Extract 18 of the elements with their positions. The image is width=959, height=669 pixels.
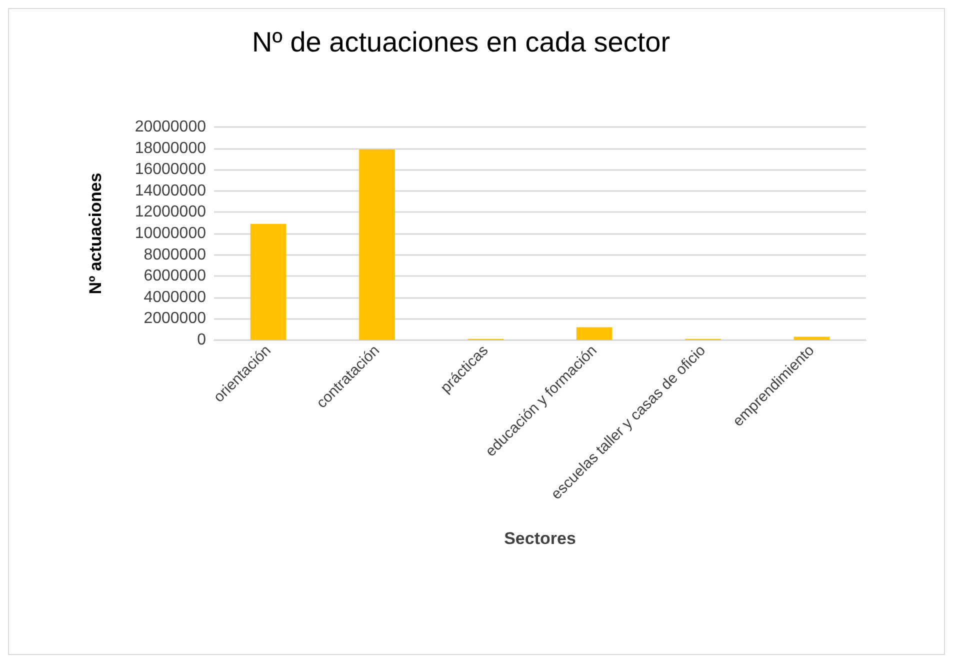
chart-title: Nº de actuaciones en cada sector <box>252 26 670 58</box>
y-tick-label: 6000000 <box>144 268 206 285</box>
bar <box>359 149 395 340</box>
y-tick-label: 10000000 <box>134 225 206 242</box>
bar <box>794 336 830 340</box>
y-tick-label: 2000000 <box>144 310 206 328</box>
y-tick-label: 8000000 <box>144 246 206 264</box>
bar <box>576 327 612 340</box>
y-tick-label: 12000000 <box>134 204 206 221</box>
x-axis-title: Sectores <box>504 529 576 548</box>
y-axis-title: Nº actuaciones <box>86 172 105 294</box>
y-tick-label: 18000000 <box>134 140 206 157</box>
bar <box>250 224 286 340</box>
y-tick-label: 0 <box>197 332 206 348</box>
y-tick-label: 4000000 <box>144 288 206 306</box>
y-tick-label: 14000000 <box>134 182 206 200</box>
y-tick-label: 20000000 <box>134 118 206 136</box>
y-tick-label: 16000000 <box>134 161 206 178</box>
